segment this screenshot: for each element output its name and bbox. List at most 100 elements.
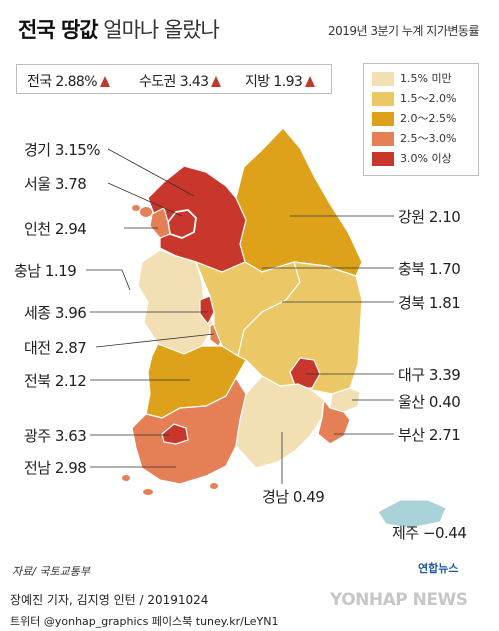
summary-capital-label: 수도권	[139, 74, 176, 90]
legend: 1.5% 미만 1.5～2.0% 2.0～2.5% 2.5～3.0% 3.0% …	[363, 63, 479, 176]
jeonnam-island	[143, 489, 153, 495]
summary-capital-value: 3.43	[179, 74, 209, 90]
summary-national-label: 전국	[27, 74, 52, 90]
label-value: −0.44	[422, 524, 467, 542]
label-value: 2.10	[428, 208, 461, 226]
watermark: YONHAP NEWS	[330, 590, 468, 610]
incheon-island	[140, 207, 152, 217]
legend-label: 3.0% 이상	[400, 152, 452, 165]
label-name: 대전	[24, 339, 51, 357]
up-arrow-icon	[211, 76, 222, 87]
map-subtitle: 2019년 3분기 누계 지가변동률	[327, 24, 480, 38]
label-value: 2.94	[54, 220, 87, 238]
region-busan	[317, 398, 351, 445]
leader-lines	[86, 148, 394, 484]
label-name: 경기	[24, 141, 51, 159]
legend-label: 2.0～2.5%	[400, 112, 457, 125]
credit-line-1: 장예진 기자, 김지영 인턴 / 20191024	[10, 593, 209, 607]
yonhap-logo: 연합뉴스	[418, 560, 458, 576]
label-name: 강원	[398, 208, 425, 226]
source-note: 자료/ 국토교통부	[12, 565, 91, 578]
label-name: 경남	[262, 488, 289, 506]
title-light: 얼마나 올랐나	[103, 18, 220, 42]
label-jeju: 제주 −0.44	[392, 522, 467, 543]
summary-national-value: 2.88%	[55, 74, 97, 90]
yonhap-logo-text: 연합뉴스	[418, 562, 459, 575]
label-jeonnam: 전남 2.98	[24, 457, 87, 478]
label-ulsan: 울산 0.40	[398, 391, 461, 412]
label-name: 세종	[24, 304, 51, 322]
label-gwangju: 광주 3.63	[24, 425, 87, 446]
label-name: 부산	[398, 426, 425, 444]
label-value: 1.81	[428, 294, 461, 312]
map-title: 전국 땅값 얼마나 올랐나	[18, 14, 220, 44]
summary-provinces: 지방 1.93	[245, 71, 316, 91]
legend-label: 2.5～3.0%	[400, 132, 457, 145]
label-value: 1.70	[428, 260, 461, 278]
label-value: 3.63	[54, 427, 87, 445]
label-name: 인천	[24, 220, 51, 238]
label-name: 제주	[392, 524, 419, 542]
label-sejong: 세종 3.96	[24, 302, 87, 323]
summary-provinces-value: 1.93	[273, 74, 303, 90]
label-busan: 부산 2.71	[398, 424, 461, 445]
region-chungnam	[137, 249, 215, 355]
jeonnam-island	[210, 483, 218, 489]
region-seoul	[167, 209, 197, 239]
region-gyeonggi	[147, 165, 247, 273]
region-gwangju	[161, 423, 189, 445]
label-daegu: 대구 3.39	[398, 364, 461, 385]
label-name: 서울	[24, 175, 51, 193]
label-value: 3.15%	[54, 141, 101, 159]
jeonnam-island	[122, 475, 130, 481]
label-name: 광주	[24, 427, 51, 445]
up-arrow-icon	[99, 76, 110, 87]
summary-capital: 수도권 3.43	[139, 71, 222, 91]
legend-swatch	[372, 92, 394, 106]
label-daejeon: 대전 2.87	[24, 337, 87, 358]
label-name: 울산	[398, 393, 425, 411]
credit-line-2: 트위터 @yonhap_graphics 페이스북 tuney.kr/LeYN1	[10, 615, 279, 628]
summary-box: 전국 2.88% 수도권 3.43 지방 1.93	[16, 64, 332, 94]
legend-swatch	[372, 112, 394, 126]
label-name: 충북	[398, 260, 425, 278]
label-gangwon: 강원 2.10	[398, 206, 461, 227]
label-value: 1.19	[44, 262, 77, 280]
label-name: 충남	[14, 262, 41, 280]
title-bold: 전국 땅값	[18, 18, 99, 42]
label-jeonbuk: 전북 2.12	[24, 370, 87, 391]
label-value: 3.39	[428, 366, 461, 384]
label-value: 2.12	[54, 372, 87, 390]
label-gyeonggi: 경기 3.15%	[24, 139, 101, 160]
label-name: 대구	[398, 366, 425, 384]
region-gyeongnam	[235, 375, 325, 469]
summary-provinces-label: 지방	[245, 74, 270, 90]
legend-swatch	[372, 72, 394, 86]
label-chungnam: 충남 1.19	[14, 260, 77, 281]
legend-swatch	[372, 152, 394, 166]
label-value: 3.96	[54, 304, 87, 322]
label-value: 0.40	[428, 393, 461, 411]
label-value: 2.71	[428, 426, 461, 444]
label-incheon: 인천 2.94	[24, 218, 87, 239]
legend-label: 1.5% 미만	[400, 72, 452, 85]
label-value: 0.49	[292, 488, 325, 506]
label-gyeongnam: 경남 0.49	[262, 486, 325, 507]
label-value: 3.78	[54, 175, 87, 193]
region-jeju	[377, 499, 447, 529]
incheon-island	[132, 205, 140, 211]
summary-national: 전국 2.88%	[27, 71, 110, 91]
up-arrow-icon	[305, 76, 316, 87]
region-gangwon	[235, 127, 363, 277]
label-value: 2.87	[54, 339, 87, 357]
label-chungbuk: 충북 1.70	[398, 258, 461, 279]
legend-swatch	[372, 132, 394, 146]
label-name: 전남	[24, 459, 51, 477]
label-seoul: 서울 3.78	[24, 173, 87, 194]
label-name: 전북	[24, 372, 51, 390]
label-gyeongbuk: 경북 1.81	[398, 292, 461, 313]
label-name: 경북	[398, 294, 425, 312]
legend-label: 1.5～2.0%	[400, 92, 457, 105]
label-value: 2.98	[54, 459, 87, 477]
